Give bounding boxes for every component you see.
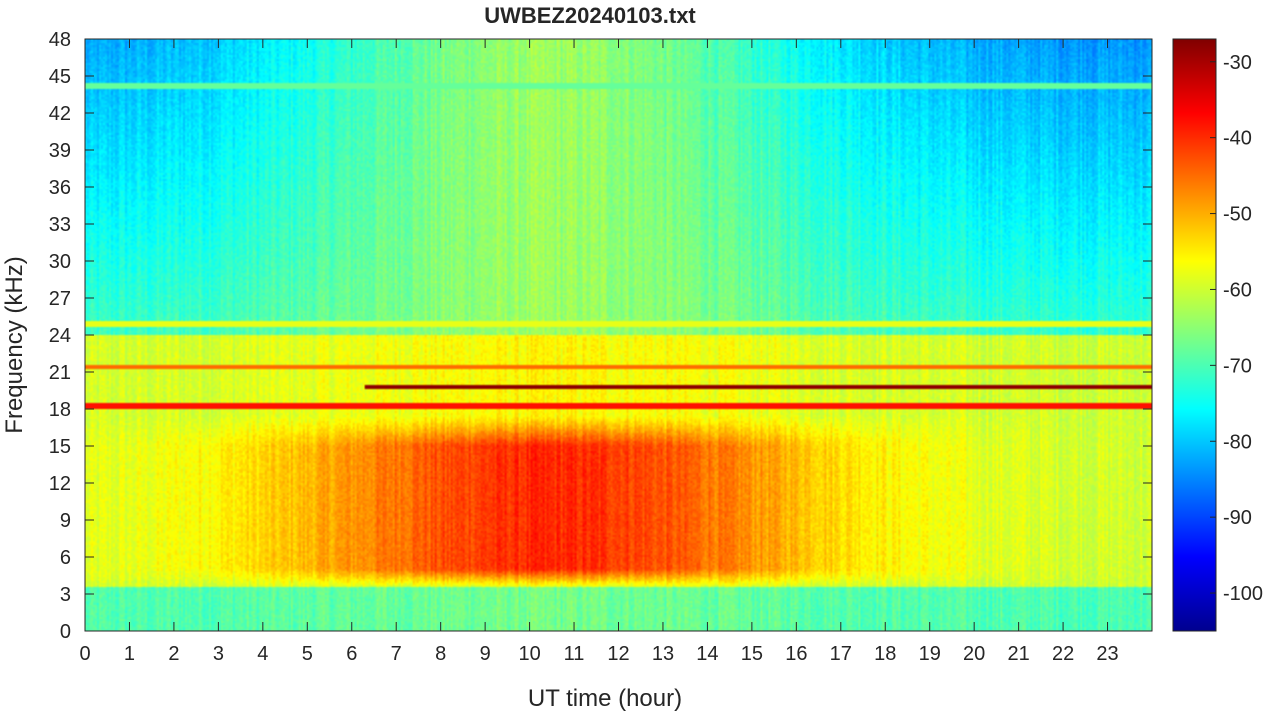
x-tick-label: 8 <box>435 643 446 665</box>
colorbar-tick-label: -50 <box>1223 204 1252 226</box>
y-tick-label: 15 <box>49 436 71 458</box>
x-tick-label: 16 <box>785 643 807 665</box>
y-tick-label: 36 <box>49 177 71 199</box>
x-tick-label: 20 <box>963 643 985 665</box>
colorbar-tick-label: -70 <box>1223 355 1252 377</box>
x-tick-label: 7 <box>391 643 402 665</box>
y-axis-label: Frequency (kHz) <box>1 256 28 433</box>
colorbar <box>1172 38 1217 632</box>
x-tick-label: 0 <box>79 643 90 665</box>
colorbar-tick-label: -30 <box>1223 52 1252 74</box>
y-tick-label: 24 <box>49 325 71 347</box>
y-tick-label: 30 <box>49 251 71 273</box>
x-tick-label: 13 <box>652 643 674 665</box>
x-tick-label: 9 <box>480 643 491 665</box>
chart-title: UWBEZ20240103.txt <box>484 3 696 28</box>
y-tick-label: 42 <box>49 103 71 125</box>
y-tick-label: 3 <box>60 584 71 606</box>
y-tick-label: 12 <box>49 473 71 495</box>
x-tick-label: 23 <box>1096 643 1118 665</box>
x-axis-label: UT time (hour) <box>528 685 682 712</box>
y-tick-label: 6 <box>60 547 71 569</box>
colorbar-axis: -100 -90 -80 -70 -60 -50 -40 -30 <box>1210 52 1263 605</box>
y-tick-label: 39 <box>49 140 71 162</box>
x-tick-label: 17 <box>830 643 852 665</box>
x-tick-label: 4 <box>257 643 268 665</box>
x-tick-label: 3 <box>213 643 224 665</box>
x-tick-label: 2 <box>168 643 179 665</box>
heatmap-area <box>85 39 1152 631</box>
x-axis: 0 1 2 3 4 5 6 7 8 9 10 11 12 13 14 15 16 17 18 19 20 21 22 23 <box>79 39 1119 665</box>
x-tick-label: 12 <box>607 643 629 665</box>
y-tick-label: 48 <box>49 29 71 51</box>
x-tick-label: 1 <box>124 643 135 665</box>
y-tick-label: 45 <box>49 66 71 88</box>
x-tick-label: 15 <box>741 643 763 665</box>
x-tick-label: 11 <box>564 643 585 665</box>
x-tick-label: 6 <box>346 643 357 665</box>
x-tick-label: 19 <box>919 643 941 665</box>
y-tick-label: 0 <box>60 621 71 643</box>
x-tick-label: 10 <box>518 643 540 665</box>
x-tick-label: 5 <box>302 643 313 665</box>
colorbar-tick-label: -40 <box>1223 128 1252 150</box>
y-tick-label: 18 <box>49 399 71 421</box>
heatmap-image <box>85 39 1152 631</box>
colorbar-tick-label: -60 <box>1223 279 1252 301</box>
x-tick-label: 21 <box>1008 643 1030 665</box>
y-tick-label: 33 <box>49 214 71 236</box>
y-tick-label: 9 <box>60 510 71 532</box>
y-tick-label: 27 <box>49 288 71 310</box>
y-tick-label: 21 <box>49 362 71 384</box>
colorbar-tick-label: -90 <box>1223 507 1252 529</box>
x-tick-label: 14 <box>696 643 718 665</box>
x-tick-label: 18 <box>874 643 896 665</box>
colorbar-tick-label: -80 <box>1223 431 1252 453</box>
x-tick-label: 22 <box>1052 643 1074 665</box>
colorbar-tick-label: -100 <box>1223 583 1263 605</box>
